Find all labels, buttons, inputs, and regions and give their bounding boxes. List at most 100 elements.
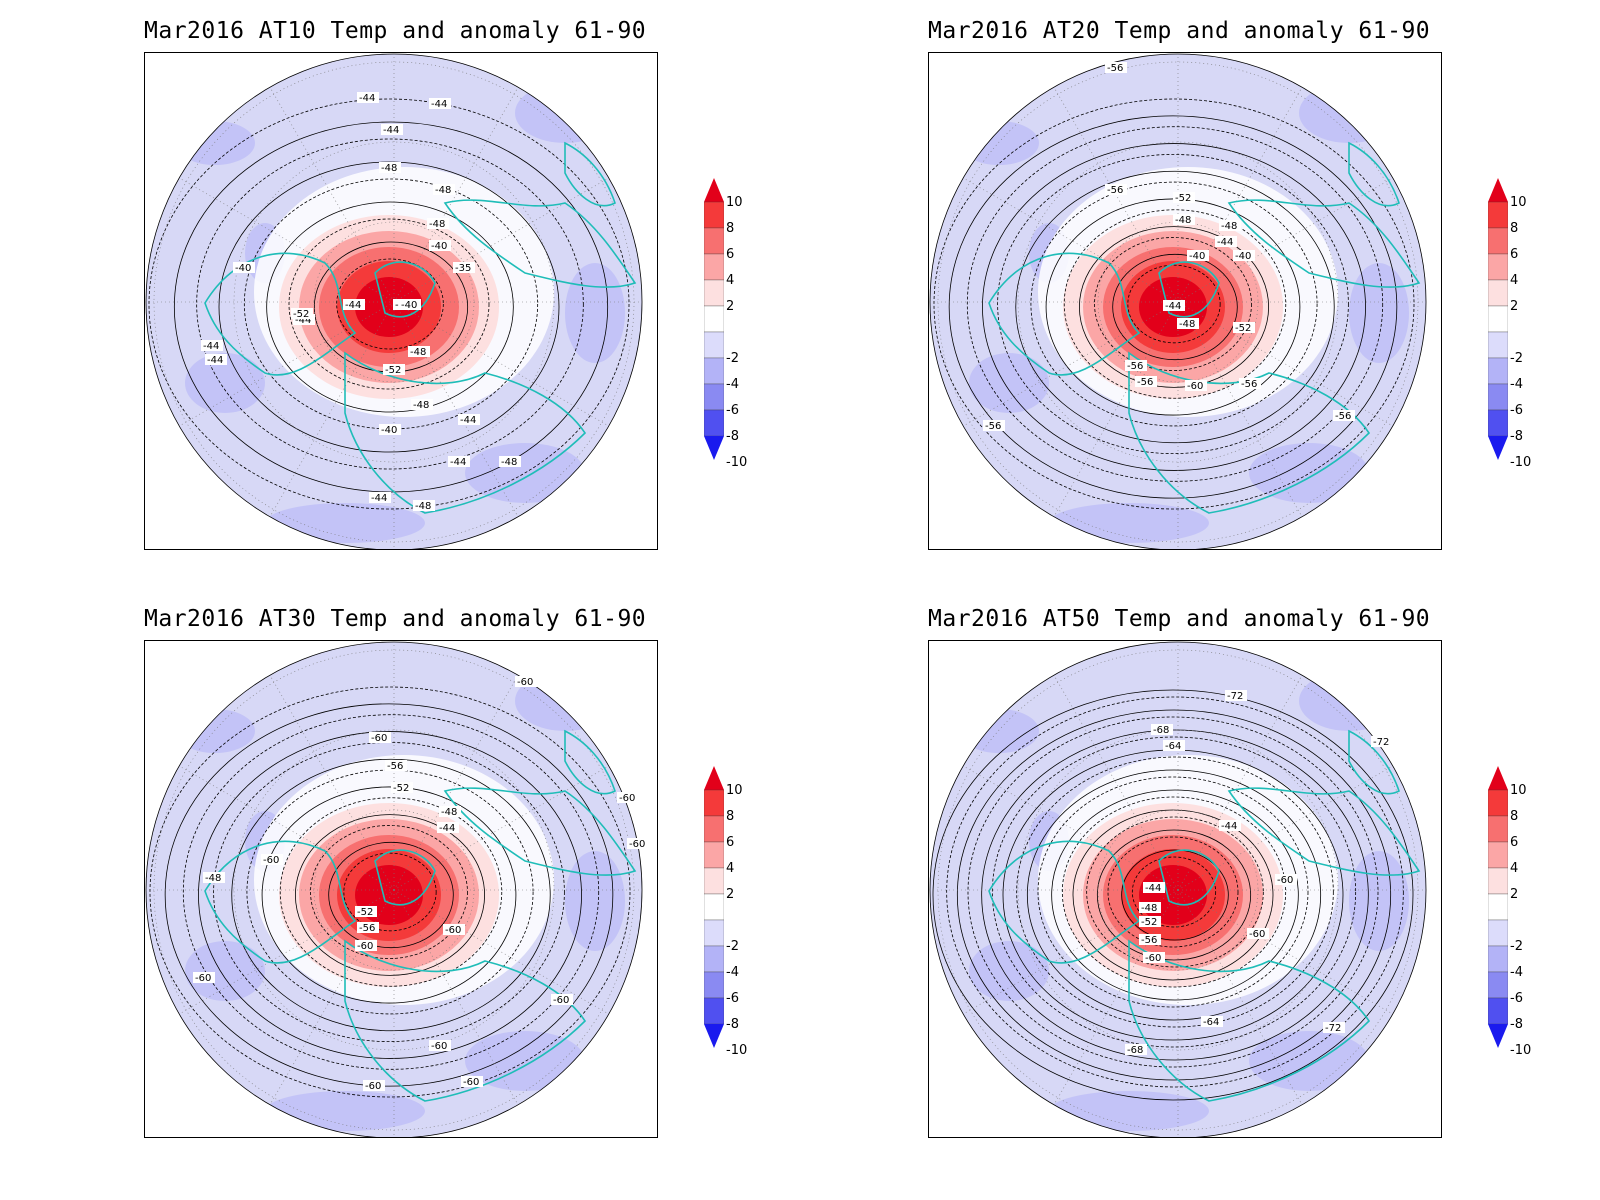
colorbar-label: 2: [726, 299, 735, 314]
coastline: [204, 840, 357, 964]
negative-anomaly-patch: [1049, 1091, 1209, 1131]
colorbar-label: -6: [726, 991, 739, 1006]
contour-label-text: -56: [387, 761, 403, 772]
contour-label: -72: [1371, 736, 1393, 748]
contour-label-text: -56: [1137, 377, 1153, 388]
colorbar-swatch: [704, 409, 724, 437]
polar-map: -72 -72 -68 -64 -44 -44 -48 -52 -56 -60 -60 -60 -64 -…: [929, 641, 1427, 1137]
panel-title: Mar2016 AT20 Temp and anomaly 61-90: [928, 18, 1431, 44]
temperature-contour: [328, 841, 454, 949]
colorbar-swatch: [704, 383, 724, 411]
contour-label: -60: [193, 972, 215, 984]
contour-label-text: -52: [393, 783, 409, 794]
contour-label: -48: [439, 806, 461, 818]
temperature-contour: [1086, 816, 1264, 968]
contour-label-text: -44: [359, 93, 375, 104]
colorbar-label: -8: [726, 429, 739, 444]
contour-label-text: -44: [1165, 301, 1181, 312]
contour-label-text: -60: [629, 839, 645, 850]
contour-label-text: -44: [345, 300, 361, 311]
contour-label: -35: [453, 262, 475, 274]
coastline: [1348, 141, 1400, 207]
contour-label: -52: [355, 906, 377, 918]
contour-label: -52: [1173, 192, 1195, 204]
temperature-contour: [997, 153, 1349, 455]
temperature-contour: [956, 709, 1392, 1081]
contour-label: -40: [1233, 250, 1255, 262]
contour-label: -60: [1185, 380, 1207, 392]
contour-label-text: -60: [517, 677, 533, 688]
meridian-line: [1053, 889, 1179, 1105]
negative-anomaly-patch: [959, 709, 1039, 753]
contour-label: -40: [399, 299, 421, 311]
contour-label-text: -60: [365, 1081, 381, 1092]
meridian-line: [1177, 301, 1303, 517]
negative-anomaly-patch: [1299, 671, 1399, 731]
map-frame[interactable]: -56 -56 -52 -48 -48 -44 -40 -40 -44 -48 -52 -56 -56-…: [928, 52, 1442, 550]
temperature-contour: [336, 258, 444, 350]
meridian-line: [393, 765, 609, 891]
contour-label: -44: [201, 340, 223, 352]
contour-label-text: -72: [1325, 1023, 1341, 1034]
colorbar-swatch: [704, 789, 724, 817]
contour-label: -56: [385, 760, 407, 772]
panel-at30: Mar2016 AT30 Temp and anomaly 61-90 -60-…: [0, 588, 800, 1188]
colorbar-label: 4: [1510, 861, 1519, 876]
contour-label-text: -44: [295, 315, 311, 326]
meridian-line: [393, 177, 609, 303]
colorbar: 10 8 6 4 2 -2 -4 -6 -8 -10: [704, 178, 764, 470]
contour-label-text: -44: [1217, 237, 1233, 248]
colorbar-swatch: [1488, 201, 1508, 229]
coastline: [443, 199, 637, 288]
colorbar: 10 8 6 4 2 -2 -4 -6 -8 -10: [704, 766, 764, 1058]
contour-label-text: -60: [1249, 929, 1265, 940]
colorbar-swatch: [1488, 867, 1508, 895]
colorbar-label: -4: [1510, 965, 1523, 980]
contour-label-text: -72: [1227, 691, 1243, 702]
temperature-contour: [310, 825, 468, 959]
temperature-contour: [1131, 856, 1217, 928]
contour-label: -60: [1275, 874, 1297, 886]
meridian-line: [963, 889, 1179, 1015]
contour-label-text: -44: [439, 823, 455, 834]
colorbar-swatch: [704, 331, 724, 359]
negative-anomaly-patch: [265, 503, 425, 543]
contour-label-text: -60: [1187, 381, 1203, 392]
colorbar-label: -8: [1510, 429, 1523, 444]
colorbar-label: 4: [1510, 273, 1519, 288]
panel-title: Mar2016 AT10 Temp and anomaly 61-90: [144, 18, 647, 44]
temperature-contour: [149, 686, 631, 1098]
contour-label: -48: [1219, 220, 1241, 232]
coastline: [564, 141, 616, 207]
map-frame[interactable]: -44 -44 -44 -48 -48 -48 -40 -35 -44 -44 -40 -44 -40 -…: [144, 52, 658, 550]
negative-anomaly-patch: [185, 353, 265, 413]
contour-label-text: -60: [1145, 953, 1161, 964]
meridian-line: [179, 889, 395, 1015]
temperature-contour: [288, 218, 490, 390]
temperature-contour: [1051, 789, 1299, 1001]
map-frame[interactable]: -60 -60 -56 -52 -48 -44 -60 -60 -60 -48 -52 -56 -60 -…: [144, 640, 658, 1138]
colorbar-swatch: [704, 201, 724, 229]
contour-label: -56: [1239, 378, 1261, 390]
meridian-line: [1053, 301, 1179, 517]
contour-label: -48: [411, 399, 433, 411]
temperature-contour: [266, 201, 514, 413]
temperature-contour: [1015, 170, 1335, 444]
colorbar-label: 8: [726, 221, 735, 236]
coastline: [204, 252, 357, 376]
temperature-contour: [932, 689, 1414, 1101]
colorbar-label: 4: [726, 273, 735, 288]
colorbar-arrow-bottom: [704, 1024, 724, 1048]
contour-label-text: -64: [1203, 1017, 1219, 1028]
contour-label-text: -52: [385, 365, 401, 376]
negative-anomaly-patch: [1049, 503, 1209, 543]
colorbar-swatch: [704, 919, 724, 947]
map-frame[interactable]: -72 -72 -68 -64 -44 -44 -48 -52 -56 -60 -60 -60 -64 -…: [928, 640, 1442, 1138]
coastline: [988, 252, 1141, 376]
temperature-contour: [966, 126, 1384, 482]
colorbar-swatch: [1488, 919, 1508, 947]
colorbar-label: -8: [726, 1017, 739, 1032]
contour-label-text: -35: [455, 263, 471, 274]
meridian-line: [393, 301, 609, 427]
colorbar-swatch: [1488, 357, 1508, 385]
